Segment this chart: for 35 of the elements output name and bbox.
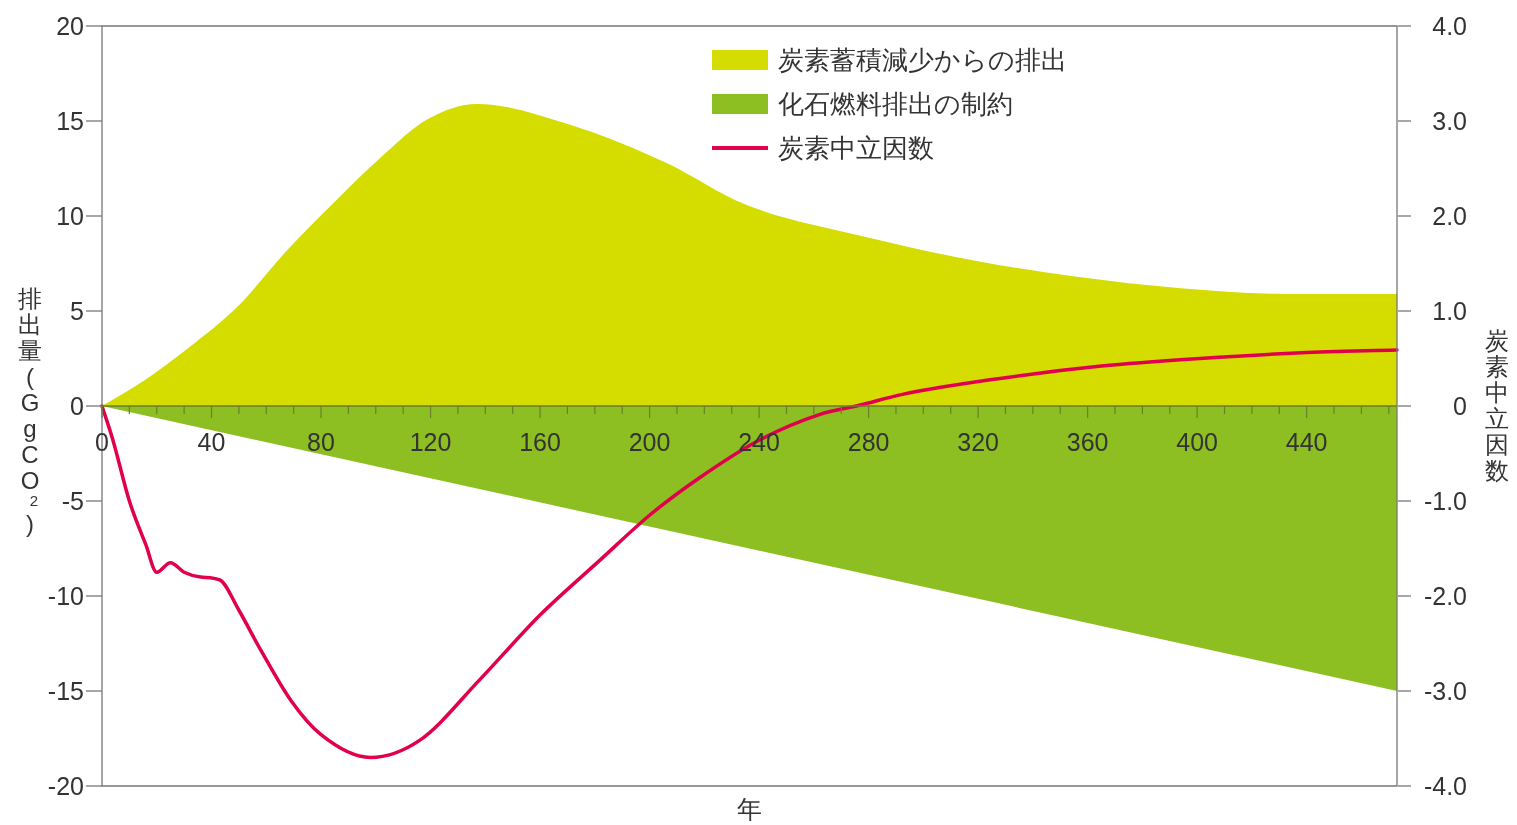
y2-axis-title: 炭素中立因数 [1485,327,1509,484]
x-tick-label: 40 [197,428,226,456]
x-axis-title: 年 [737,795,762,823]
y2-tick-label: 4.0 [1432,12,1467,40]
y2-tick-label: -1.0 [1423,487,1467,515]
x-tick-label: 160 [519,428,561,456]
x-tick-label: 360 [1066,428,1109,456]
y2-tick-label: -3.0 [1423,677,1467,705]
y2-tick-label: -2.0 [1423,582,1467,610]
x-tick-label: 320 [957,428,999,456]
x-tick-label: 440 [1285,428,1328,456]
legend-label: 炭素蓄積減少からの排出 [778,45,1067,75]
y2-tick-label: 0 [1453,392,1467,420]
y2-tick-label: -4.0 [1423,772,1467,800]
x-tick-label: 400 [1176,428,1218,456]
y-tick-label: -5 [61,487,84,515]
y-tick-label: -10 [47,582,84,610]
y-tick-label: 10 [56,202,84,230]
y-tick-label: -20 [47,772,84,800]
y2-tick-label: 3.0 [1432,107,1467,135]
y-tick-label: -15 [47,677,84,705]
x-tick-label: 200 [628,428,671,456]
x-tick-label: 80 [307,428,335,456]
x-tick-label: 0 [95,428,109,456]
y-tick-label: 0 [70,392,84,420]
x-tick-label: 280 [847,428,890,456]
legend-label: 炭素中立因数 [778,133,934,163]
legend-label: 化石燃料排出の制約 [778,89,1013,119]
y2-tick-label: 2.0 [1432,202,1467,230]
y-tick-label: 15 [56,107,84,135]
text: 排出量(GgCO2) [18,284,42,537]
x-tick-label: 120 [409,428,452,456]
y-tick-label: 20 [56,12,84,40]
y-tick-label: 5 [70,297,84,325]
y2-tick-label: 1.0 [1432,297,1467,325]
